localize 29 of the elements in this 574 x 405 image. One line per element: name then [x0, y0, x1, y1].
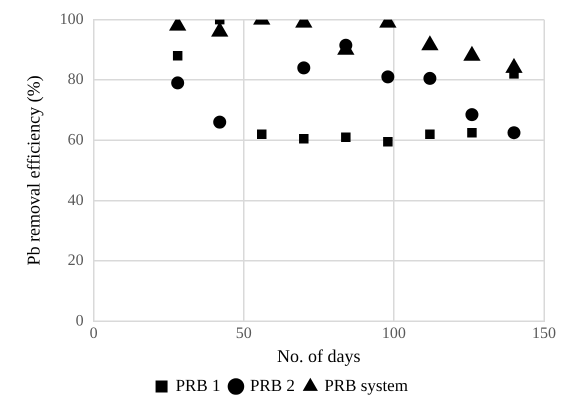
y-tick-label: 100 — [60, 10, 84, 28]
point — [257, 129, 266, 139]
y-tick-label: 0 — [76, 312, 84, 330]
point — [383, 137, 393, 146]
x-tick-label: 0 — [90, 325, 98, 342]
point — [465, 108, 478, 122]
legend-label: PRB 1 — [176, 376, 220, 395]
point — [423, 72, 436, 85]
point — [425, 129, 435, 139]
y-tick-label: 40 — [68, 192, 84, 209]
x-tick-label: 50 — [236, 325, 252, 342]
y-tick-label: 80 — [68, 71, 84, 88]
legend-label: PRB 2 — [250, 376, 295, 395]
point — [297, 61, 310, 74]
y-tick-label: 60 — [68, 131, 84, 148]
point — [171, 76, 184, 90]
legend-label: PRB system — [324, 376, 408, 395]
y-axis-title: Pb removal efficiency (%) — [24, 75, 44, 266]
point — [213, 116, 226, 129]
point — [172, 51, 182, 61]
y-tick-label: 20 — [68, 252, 84, 270]
x-tick-label: 100 — [382, 325, 406, 342]
point — [467, 128, 477, 138]
point — [507, 126, 520, 140]
x-tick-label: 150 — [532, 325, 556, 342]
point — [381, 70, 394, 84]
point — [299, 134, 309, 144]
x-axis-title: No. of days — [277, 346, 361, 366]
point — [341, 132, 351, 142]
